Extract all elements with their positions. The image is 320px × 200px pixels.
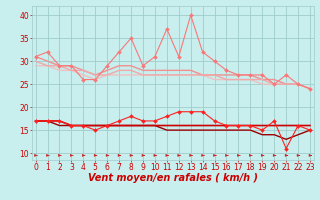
X-axis label: Vent moyen/en rafales ( km/h ): Vent moyen/en rafales ( km/h ) — [88, 173, 258, 183]
